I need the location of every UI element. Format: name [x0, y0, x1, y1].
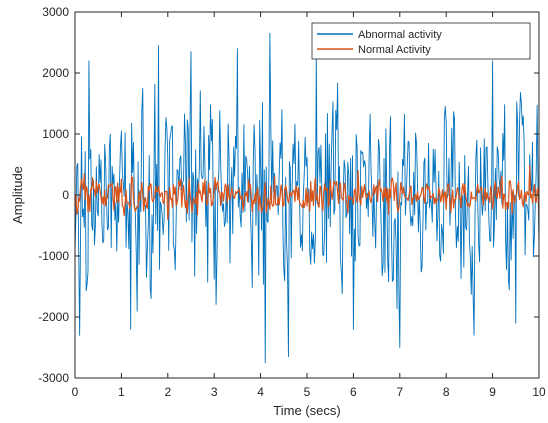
x-tick-label: 10 — [532, 385, 546, 399]
series-line-normal-activity — [75, 165, 539, 221]
x-tick-label: 9 — [489, 385, 496, 399]
y-tick-label: 3000 — [42, 5, 69, 19]
x-tick-label: 3 — [211, 385, 218, 399]
series-layer — [75, 32, 539, 364]
y-tick-label: 1000 — [42, 127, 69, 141]
x-tick-label: 2 — [164, 385, 171, 399]
x-tick-label: 4 — [257, 385, 264, 399]
x-tick-label: 1 — [118, 385, 125, 399]
x-axis-label: Time (secs) — [273, 403, 340, 418]
y-tick-label: 2000 — [42, 66, 69, 80]
x-tick-label: 0 — [72, 385, 79, 399]
y-tick-label: -1000 — [38, 249, 69, 263]
legend-label-abnormal: Abnormal activity — [358, 29, 442, 41]
legend-label-normal: Normal Activity — [358, 44, 431, 56]
x-tick-label: 7 — [396, 385, 403, 399]
legend: Abnormal activity Normal Activity — [311, 22, 531, 60]
series-line-abnormal-activity — [75, 32, 539, 364]
legend-box — [311, 22, 531, 60]
y-tick-label: -2000 — [38, 310, 69, 324]
ticks-layer: 0 1 2 3 4 5 6 7 8 9 10 -3000 -2000 -1000 0 1000 2000 3000 — [38, 5, 546, 399]
y-tick-label: 0 — [62, 188, 69, 202]
x-tick-label: 5 — [304, 385, 311, 399]
x-tick-label: 8 — [443, 385, 450, 399]
x-tick-label: 6 — [350, 385, 357, 399]
y-tick-label: -3000 — [38, 371, 69, 385]
y-axis-label: Amplitude — [10, 166, 25, 224]
